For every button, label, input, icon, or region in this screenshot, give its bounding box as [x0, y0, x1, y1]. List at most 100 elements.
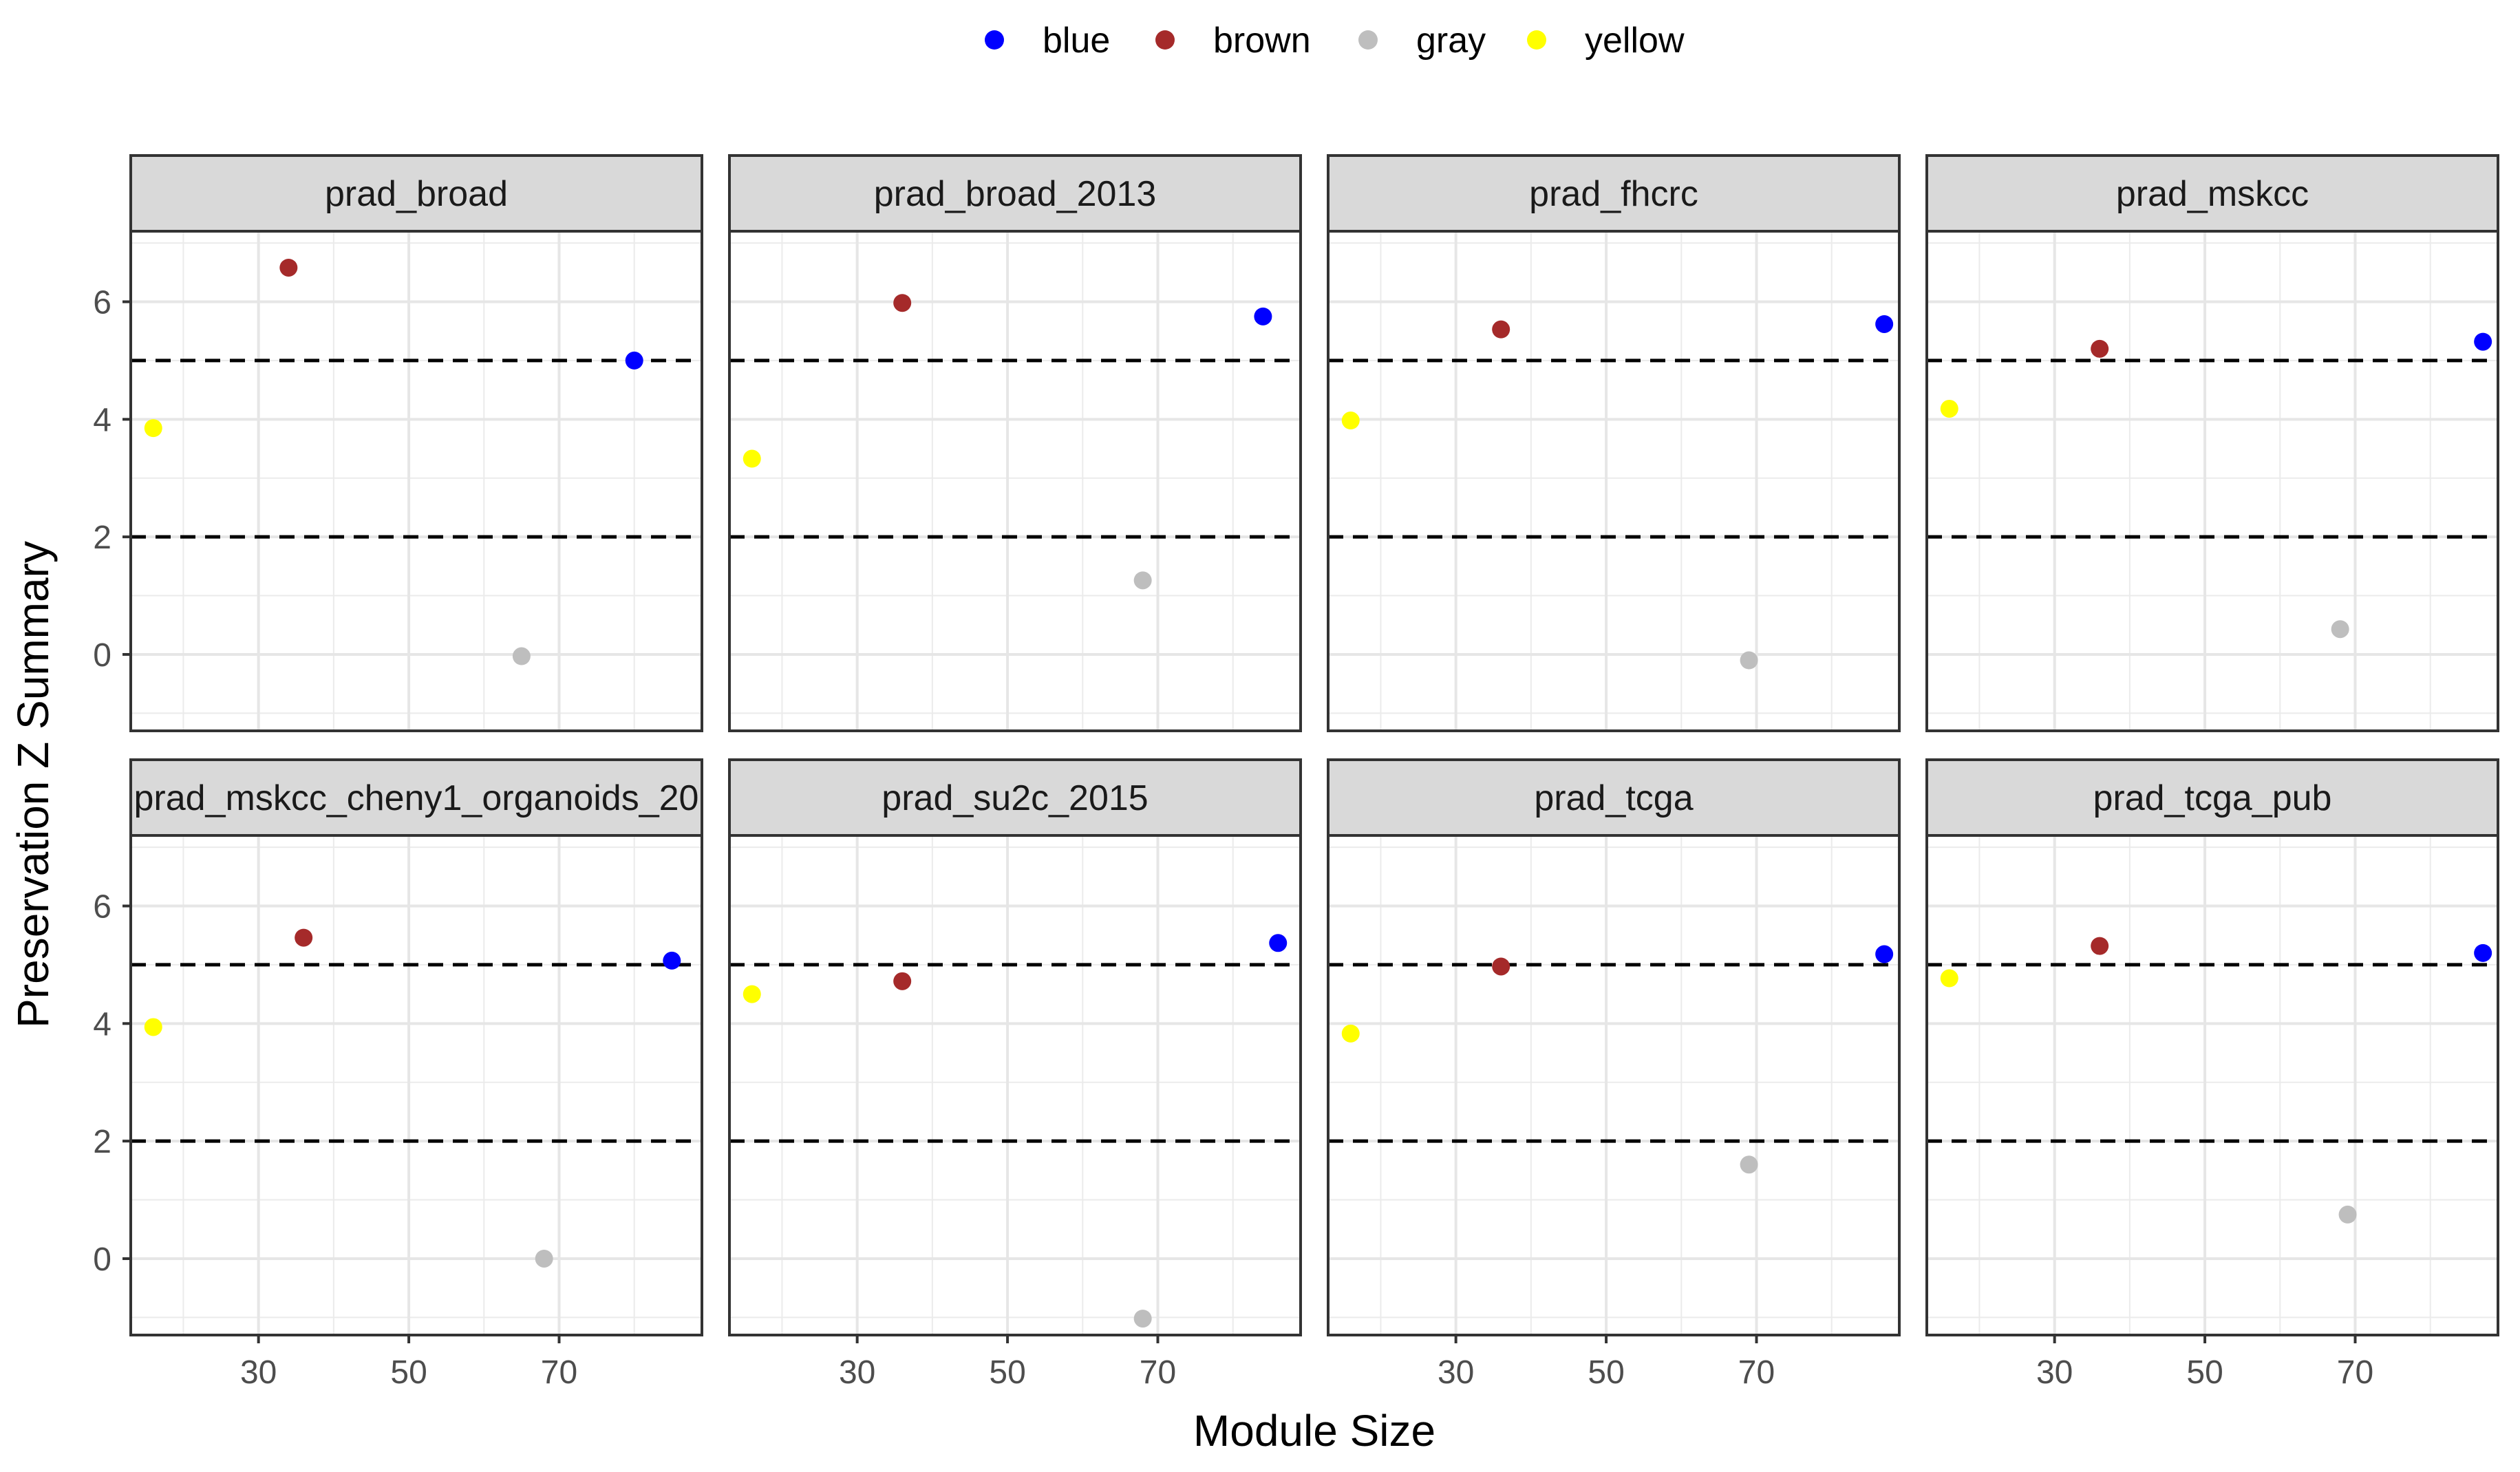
legend-item-yellow: yellow [1527, 21, 1685, 61]
point-yellow [1341, 1024, 1360, 1043]
x-tick-label: 30 [240, 1354, 277, 1391]
legend: blue brown gray yellow [985, 21, 1685, 61]
facet-panel-prad_su2c_2015: prad_su2c_2015 30 50 70 [728, 758, 1302, 1391]
x-tick-label: 50 [989, 1354, 1025, 1391]
y-tick-label: 6 [93, 284, 111, 321]
x-tick-label: 70 [1140, 1354, 1176, 1391]
panel-border [1327, 834, 1901, 1336]
panel-background [1927, 231, 2498, 731]
point-brown [1492, 320, 1510, 339]
facet-strip [129, 154, 703, 233]
facet-panel-prad_mskcc_cheny1_organoids_20: prad_mskcc_cheny1_organoids_20 0 2 4 6 30 50 70 [93, 758, 703, 1391]
point-gray [2338, 1205, 2357, 1224]
point-blue [1269, 934, 1288, 952]
x-tick-label: 30 [839, 1354, 875, 1391]
facet-strip [1327, 758, 1901, 837]
point-blue [625, 351, 643, 370]
legend-item-gray: gray [1358, 21, 1486, 61]
panel-border [1925, 834, 2499, 1336]
facet-strip-label: prad_tcga_pub [2093, 778, 2332, 818]
facet-panel-prad_tcga: prad_tcga 30 50 70 [1327, 758, 1901, 1391]
x-axis-title: Module Size [1193, 1406, 1435, 1455]
facet-strip-label: prad_fhcrc [1529, 174, 1698, 214]
y-tick-label: 2 [93, 520, 111, 556]
point-gray [535, 1249, 553, 1268]
point-blue [1875, 945, 1894, 963]
point-gray [1133, 571, 1152, 590]
legend-item-blue: blue [985, 21, 1110, 61]
facet-panel-prad_broad: prad_broad 0 2 4 6 [93, 154, 703, 732]
x-tick-label: 70 [541, 1354, 577, 1391]
y-tick-label: 0 [93, 637, 111, 674]
legend-key-blue [985, 30, 1004, 50]
legend-key-gray [1358, 30, 1378, 50]
x-tick-label: 50 [2186, 1354, 2223, 1391]
facet-strip [1327, 154, 1901, 233]
point-gray [2331, 620, 2349, 639]
legend-item-brown: brown [1155, 21, 1311, 61]
point-brown [893, 972, 912, 990]
legend-key-yellow [1527, 30, 1546, 50]
point-yellow [743, 449, 761, 468]
facet-strip-label: prad_broad_2013 [874, 174, 1157, 214]
panel-background [131, 835, 702, 1335]
x-tick-label: 30 [1438, 1354, 1474, 1391]
point-brown [1492, 957, 1510, 976]
point-blue [2474, 943, 2492, 962]
point-yellow [1940, 399, 1958, 418]
point-brown [893, 294, 912, 312]
legend-label: yellow [1585, 21, 1685, 61]
panel-background [729, 835, 1301, 1335]
x-tick-label: 50 [390, 1354, 427, 1391]
panel-border [728, 230, 1302, 732]
facet-strip-label: prad_broad [325, 174, 508, 214]
panel-border [129, 230, 703, 732]
y-tick-label: 2 [93, 1124, 111, 1160]
point-brown [2091, 937, 2109, 955]
panel-background [1927, 835, 2498, 1335]
point-blue [2474, 332, 2492, 351]
point-brown [295, 928, 313, 947]
point-yellow [144, 1018, 162, 1036]
point-gray [1740, 651, 1758, 670]
point-yellow [144, 419, 162, 438]
panel-background [1328, 231, 1899, 731]
y-tick-label: 4 [93, 1006, 111, 1043]
point-gray [512, 647, 531, 665]
x-tick-label: 30 [2036, 1354, 2073, 1391]
facet-strip [129, 758, 703, 837]
facet-strip-label: prad_tcga [1534, 778, 1693, 818]
facet-strip-label: prad_mskcc_cheny1_organoids_20 [134, 778, 699, 818]
y-tick-label: 0 [93, 1241, 111, 1278]
point-brown [2091, 339, 2109, 358]
point-yellow [1940, 969, 1958, 988]
panel-background [729, 231, 1301, 731]
point-blue [1875, 314, 1894, 333]
panel-border [1327, 230, 1901, 732]
facet-strip [1925, 154, 2499, 233]
point-brown [279, 258, 298, 277]
facet-panel-prad_tcga_pub: prad_tcga_pub 30 50 70 [1925, 758, 2499, 1391]
facet-panel-prad_mskcc: prad_mskcc [1925, 154, 2499, 732]
point-yellow [1341, 412, 1360, 430]
facet-strip-label: prad_mskcc [2116, 174, 2309, 214]
point-blue [1254, 307, 1272, 326]
point-blue [663, 951, 681, 970]
point-yellow [743, 985, 761, 1003]
y-axis-title: Preservation Z Summary [8, 541, 58, 1028]
x-tick-label: 70 [1738, 1354, 1775, 1391]
legend-label: brown [1213, 21, 1311, 61]
point-gray [1740, 1155, 1758, 1174]
panel-border [129, 834, 703, 1336]
panel-border [1925, 230, 2499, 732]
facet-strip-label: prad_su2c_2015 [882, 778, 1148, 818]
facet-strip [728, 154, 1302, 233]
panel-background [1328, 835, 1899, 1335]
point-gray [1133, 1310, 1152, 1328]
y-tick-label: 4 [93, 402, 111, 438]
legend-label: gray [1416, 21, 1486, 61]
panel-background [131, 231, 702, 731]
